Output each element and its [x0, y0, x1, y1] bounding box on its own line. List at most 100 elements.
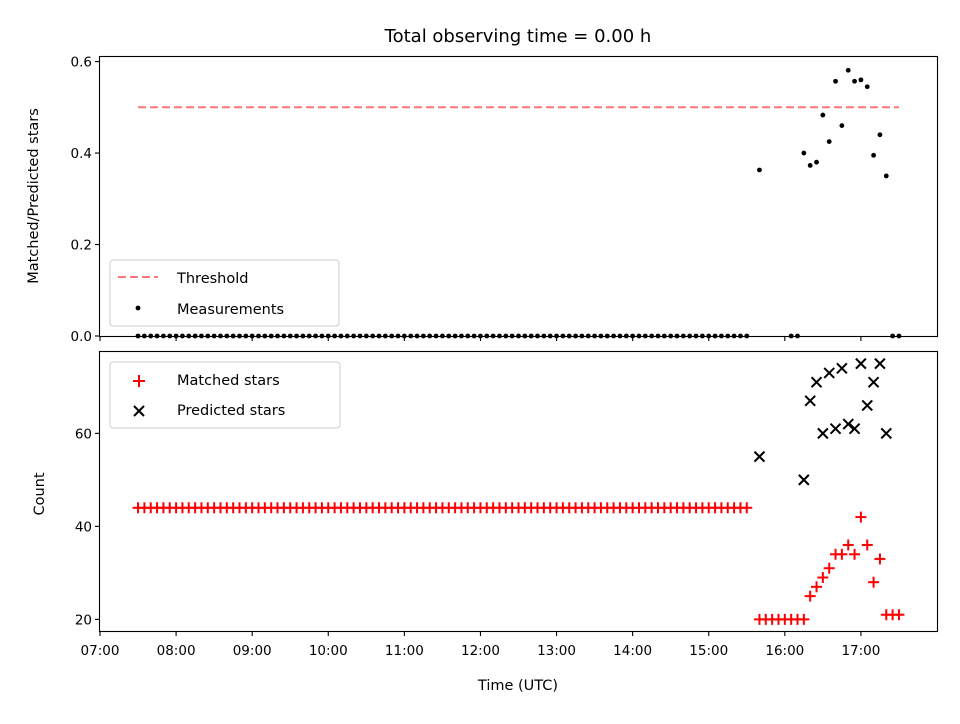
measurement-point — [864, 84, 870, 90]
matched-star-point — [836, 548, 848, 560]
measurement-point — [826, 139, 832, 145]
predicted-star-point — [753, 450, 766, 463]
predicted-star-point-b — [842, 418, 854, 430]
predicted-star-point-b — [874, 357, 886, 370]
predicted-star-point — [842, 418, 854, 430]
x-tick-label: 13:00 — [537, 643, 576, 659]
predicted-star-point — [817, 427, 829, 440]
measurement-point — [871, 152, 876, 158]
x-tick-label: 16:00 — [765, 643, 804, 659]
top-y-tick-label: 0.6 — [71, 55, 92, 71]
x-axis-title: Time (UTC) — [477, 678, 558, 694]
chart-title: Total observing time = 0.00 h — [384, 26, 652, 47]
matched-star-point — [861, 539, 873, 551]
matched-star-point — [741, 502, 753, 514]
measurement-point — [845, 67, 851, 73]
top-panel: 0.0 0.2 0.4 0.6 Matched/Predicted stars Thr… — [26, 55, 939, 345]
matched-star-point — [855, 511, 867, 523]
predicted-star-point-b — [829, 423, 842, 435]
matched-star-point — [842, 539, 854, 551]
predicted-star-point — [798, 474, 810, 486]
measurements-legend-swatch — [135, 305, 141, 311]
bottom-axes-ticks: 20 40 60 07:00 08:00 09:00 10:00 11:00 12:00 13:0… — [75, 426, 881, 659]
matched-star-point — [849, 548, 861, 560]
predicted-legend-label: Predicted stars — [177, 403, 285, 419]
predicted-star-point — [836, 362, 848, 374]
x-tick-label: 12:00 — [461, 643, 500, 659]
matched-legend-label: Matched stars — [177, 373, 280, 389]
predicted-star-point-b — [817, 427, 829, 440]
predicted-star-point — [861, 399, 873, 412]
matched-star-point — [874, 553, 886, 565]
bottom-y-tick-label: 60 — [75, 426, 92, 442]
bottom-legend: Matched stars Predicted stars — [109, 361, 341, 429]
matched-star-point — [811, 581, 823, 593]
top-y-axis-title: Matched/Predicted stars — [26, 108, 42, 284]
predicted-star-point-b — [848, 423, 861, 435]
predicted-star-point-b — [867, 376, 880, 388]
predicted-star-point-b — [855, 357, 867, 370]
top-axes-frame — [98, 55, 939, 338]
measurement-point — [757, 167, 762, 173]
measurement-point — [833, 78, 838, 84]
x-tick-label: 07:00 — [81, 643, 120, 659]
predicted-star-point-b — [823, 367, 835, 379]
predicted-star-point — [880, 427, 892, 440]
bottom-axes-frame — [98, 350, 939, 633]
measurement-point — [820, 112, 826, 118]
x-tick-label: 11:00 — [385, 643, 424, 659]
top-y-tick-label: 0.0 — [71, 329, 92, 345]
top-legend-frame — [109, 259, 340, 327]
x-tick-label: 14:00 — [613, 643, 652, 659]
bottom-plot-area — [132, 357, 905, 625]
matched-star-point — [817, 572, 829, 584]
predicted-star-point — [823, 367, 835, 379]
matched-star-point — [804, 590, 816, 602]
matched-star-point — [798, 613, 810, 625]
predicted-star-point — [829, 423, 842, 435]
bottom-panel: 20 40 60 07:00 08:00 09:00 10:00 11:00 12:00 13:0… — [32, 350, 939, 694]
x-tick-label: 15:00 — [689, 643, 728, 659]
measurement-point — [883, 173, 889, 179]
predicted-star-point-b — [798, 474, 810, 486]
matched-star-point — [868, 576, 880, 588]
predicted-star-point — [874, 357, 886, 370]
predicted-star-point — [804, 395, 816, 407]
predicted-star-point — [855, 357, 867, 370]
predicted-star-point-b — [810, 376, 823, 388]
predicted-star-point — [810, 376, 823, 388]
x-tick-label: 08:00 — [157, 643, 196, 659]
predicted-star-point — [867, 376, 880, 388]
predicted-legend-swatch — [133, 405, 145, 417]
predicted-star-point-b — [836, 362, 848, 374]
x-tick-label: 10:00 — [309, 643, 348, 659]
measurement-point — [807, 162, 813, 168]
measurements-legend-label: Measurements — [177, 302, 284, 318]
top-legend: Threshold Measurements — [109, 259, 340, 327]
predicted-star-point-b — [861, 399, 873, 412]
matched-star-point — [893, 609, 905, 621]
predicted-star-point-b — [804, 395, 816, 407]
matched-star-point — [823, 562, 835, 574]
predicted-star-point-b — [880, 427, 892, 440]
measurement-point — [814, 159, 819, 165]
bottom-y-tick-label: 20 — [75, 612, 92, 628]
top-y-axis: 0.0 0.2 0.4 0.6 — [71, 55, 862, 345]
predicted-star-point-b — [753, 450, 766, 463]
x-tick-label: 17:00 — [841, 643, 880, 659]
measurement-point — [852, 78, 857, 84]
top-y-tick-label: 0.2 — [71, 238, 92, 254]
measurement-point — [839, 123, 845, 129]
predicted-star-point — [848, 423, 861, 435]
measurement-point — [877, 132, 883, 138]
x-tick-label: 09:00 — [233, 643, 272, 659]
bottom-y-tick-label: 40 — [75, 519, 92, 535]
threshold-legend-label: Threshold — [176, 271, 248, 287]
measurement-point — [858, 77, 864, 83]
measurement-point — [801, 150, 807, 156]
matched-legend-swatch — [133, 375, 145, 387]
top-y-tick-label: 0.4 — [71, 146, 92, 162]
bottom-y-axis-title: Count — [32, 472, 48, 515]
